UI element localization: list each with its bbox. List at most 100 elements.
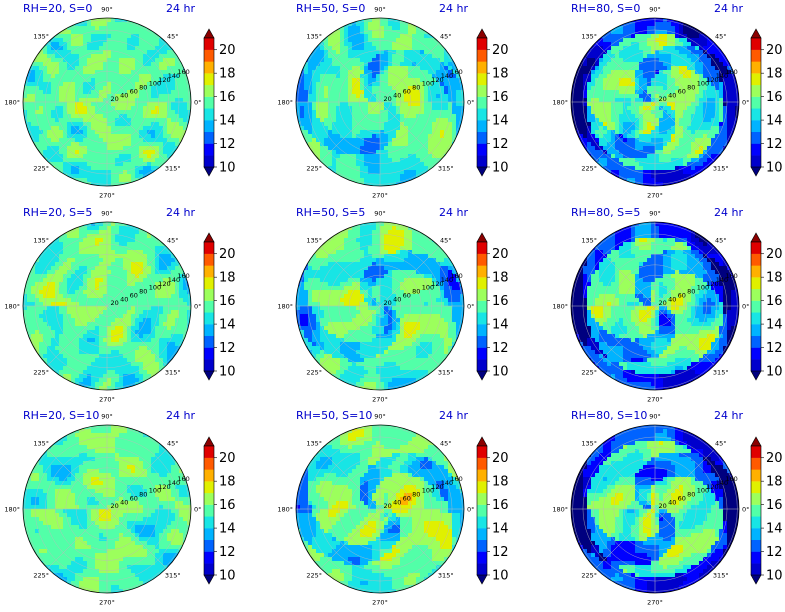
contour-cell (416, 154, 421, 159)
contour-cell (392, 50, 397, 55)
contour-cell (408, 50, 413, 55)
contour-cell (448, 58, 453, 63)
contour-cell (623, 118, 628, 123)
contour-cell (332, 70, 337, 75)
contour-cell (440, 78, 445, 83)
contour-cell (452, 90, 457, 95)
contour-cell (683, 86, 688, 91)
contour-cell (67, 254, 72, 259)
contour-cell (55, 162, 60, 167)
contour-cell (324, 98, 329, 103)
contour-cell (388, 174, 393, 179)
contour-cell (667, 62, 672, 67)
contour-cell (420, 166, 425, 171)
contour-cell (595, 90, 600, 95)
contour-cell (659, 42, 664, 47)
contour-cell (23, 102, 28, 107)
contour-cell (436, 94, 441, 99)
contour-cell (583, 70, 588, 75)
contour-cell (611, 46, 616, 51)
contour-cell (139, 94, 144, 99)
contour-cell (595, 118, 600, 123)
contour-cell (639, 34, 644, 39)
contour-cell (655, 122, 660, 127)
contour-cell (51, 74, 56, 79)
contour-cell (107, 254, 112, 259)
contour-cell (420, 50, 425, 55)
contour-cell (679, 50, 684, 55)
contour-cell (91, 226, 96, 231)
contour-cell (611, 102, 616, 107)
contour-cell (575, 118, 580, 123)
contour-cell (103, 150, 108, 155)
contour-cell (404, 42, 409, 47)
contour-cell (643, 182, 648, 186)
contour-cell (324, 110, 329, 115)
contour-cell (175, 82, 180, 87)
contour-cell (376, 174, 381, 179)
contour-cell (67, 158, 72, 163)
contour-cell (667, 74, 672, 79)
contour-cell (63, 242, 68, 247)
contour-cell (611, 162, 616, 167)
contour-cell (340, 82, 345, 87)
contour-cell (71, 146, 76, 151)
contour-cell (139, 150, 144, 155)
contour-cell (699, 122, 704, 127)
contour-cell (67, 82, 72, 87)
contour-cell (603, 142, 608, 147)
contour-cell (159, 94, 164, 99)
contour-cell (51, 42, 56, 47)
contour-cell (67, 46, 72, 51)
contour-cell (404, 34, 409, 39)
contour-cell (131, 138, 136, 143)
contour-cell (304, 78, 309, 83)
contour-cell (71, 238, 76, 243)
contour-cell (611, 30, 616, 35)
colorbar-band (477, 143, 487, 156)
contour-cell (71, 62, 76, 67)
contour-cell (719, 94, 724, 99)
contour-cell (719, 70, 724, 75)
contour-cell (663, 42, 668, 47)
contour-cell (639, 106, 644, 111)
contour-cell (699, 46, 704, 51)
contour-cell (627, 50, 632, 55)
contour-cell (99, 54, 104, 59)
contour-cell (615, 114, 620, 119)
contour-cell (143, 26, 148, 31)
contour-cell (55, 34, 60, 39)
contour-cell (615, 42, 620, 47)
contour-cell (695, 98, 700, 103)
contour-cell (131, 242, 136, 247)
contour-cell (131, 94, 136, 99)
contour-cell (55, 130, 60, 135)
contour-cell (320, 110, 325, 115)
contour-cell (380, 18, 385, 23)
contour-cell (699, 90, 704, 95)
contour-cell (687, 38, 692, 43)
contour-cell (27, 110, 32, 115)
contour-cell (139, 254, 144, 259)
contour-cell (123, 162, 128, 167)
contour-cell (595, 58, 600, 63)
contour-cell (119, 62, 124, 67)
contour-cell (95, 70, 100, 75)
contour-cell (139, 110, 144, 115)
contour-cell (735, 98, 739, 103)
contour-cell (39, 82, 44, 87)
contour-cell (344, 54, 349, 59)
contour-cell (719, 118, 724, 123)
contour-cell (667, 94, 672, 99)
contour-cell (344, 146, 349, 151)
contour-cell (308, 70, 313, 75)
contour-cell (667, 38, 672, 43)
contour-cell (63, 74, 68, 79)
contour-cell (420, 82, 425, 87)
contour-cell (400, 150, 405, 155)
contour-cell (412, 146, 417, 151)
contour-cell (143, 258, 148, 263)
contour-cell (607, 138, 612, 143)
contour-cell (691, 58, 696, 63)
